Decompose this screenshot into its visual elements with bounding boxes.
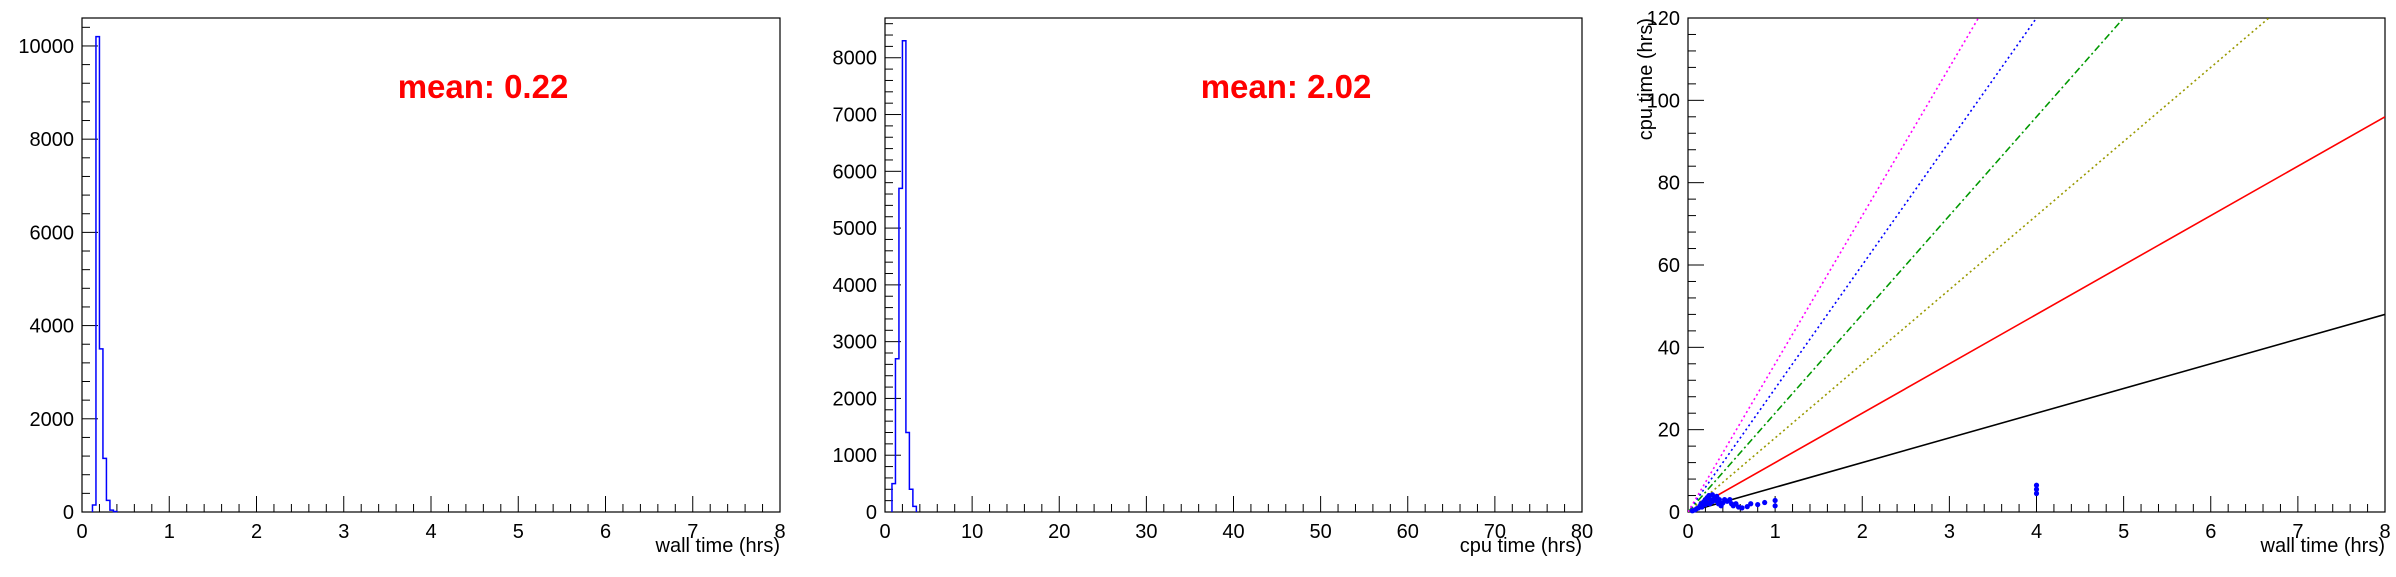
- x-tick-label: 30: [1135, 521, 1157, 543]
- x-tick-label: 0: [879, 521, 890, 543]
- x-tick-label: 4: [2031, 521, 2042, 543]
- x-tick-label: 60: [1397, 521, 1419, 543]
- x-tick-label: 0: [76, 521, 87, 543]
- y-tick-label: 80: [1658, 173, 1680, 195]
- y-tick-label: 8000: [833, 48, 878, 70]
- x-tick-label: 3: [338, 521, 349, 543]
- x-tick-label: 10: [961, 521, 983, 543]
- y-tick-label: 4000: [30, 316, 75, 338]
- reference-line: [1688, 117, 2385, 512]
- y-tick-label: 2000: [30, 409, 75, 431]
- reference-line: [1688, 18, 2037, 512]
- x-tick-label: 40: [1222, 521, 1244, 543]
- reference-line: [1688, 18, 1978, 512]
- y-tick-label: 0: [1669, 502, 1680, 524]
- x-tick-label: 5: [513, 521, 524, 543]
- x-axis-title: cpu time (hrs): [1460, 535, 1582, 557]
- x-axis-title: wall time (hrs): [655, 535, 780, 557]
- x-tick-label: 3: [1944, 521, 1955, 543]
- y-tick-label: 6000: [833, 161, 878, 183]
- scatter-point: [2034, 483, 2039, 488]
- y-tick-label: 6000: [30, 222, 75, 244]
- y-tick-label: 5000: [833, 218, 878, 240]
- x-tick-label: 5: [2118, 521, 2129, 543]
- y-tick-label: 0: [866, 502, 877, 524]
- y-tick-label: 20: [1658, 420, 1680, 442]
- scatter-point: [1748, 501, 1753, 506]
- x-axis-title: wall time (hrs): [2260, 535, 2385, 557]
- y-tick-label: 40: [1658, 337, 1680, 359]
- mean-annotation: mean: 0.22: [398, 68, 569, 105]
- x-tick-label: 50: [1310, 521, 1332, 543]
- scatter-point: [1739, 505, 1744, 510]
- x-tick-label: 0: [1682, 521, 1693, 543]
- reference-line: [1688, 18, 2269, 512]
- plot-frame: [1688, 18, 2385, 512]
- y-axis-title: cpu time (hrs): [1635, 18, 1657, 140]
- scatter-point: [1762, 500, 1767, 505]
- x-tick-label: 20: [1048, 521, 1070, 543]
- y-tick-label: 10000: [18, 36, 74, 58]
- reference-line: [1688, 18, 2124, 512]
- y-tick-label: 4000: [833, 275, 878, 297]
- histogram-outline: [92, 37, 116, 512]
- y-tick-label: 8000: [30, 129, 75, 151]
- histogram-outline: [892, 41, 916, 512]
- x-tick-label: 6: [2205, 521, 2216, 543]
- scatter-point: [1773, 503, 1778, 508]
- reference-lines: [1688, 18, 2385, 512]
- x-tick-label: 1: [1770, 521, 1781, 543]
- x-tick-label: 1: [164, 521, 175, 543]
- reference-line: [1688, 314, 2385, 512]
- x-tick-label: 4: [425, 521, 436, 543]
- y-tick-label: 1000: [833, 445, 878, 467]
- scatter-point: [1773, 498, 1778, 503]
- y-tick-label: 0: [63, 502, 74, 524]
- y-tick-label: 60: [1658, 255, 1680, 277]
- x-tick-label: 2: [1857, 521, 1868, 543]
- y-tick-label: 3000: [833, 332, 878, 354]
- x-tick-label: 2: [251, 521, 262, 543]
- scatter-point: [1755, 502, 1760, 507]
- y-tick-label: 2000: [833, 388, 878, 410]
- mean-annotation: mean: 2.02: [1201, 68, 1372, 105]
- x-tick-label: 6: [600, 521, 611, 543]
- y-tick-label: 7000: [833, 105, 878, 127]
